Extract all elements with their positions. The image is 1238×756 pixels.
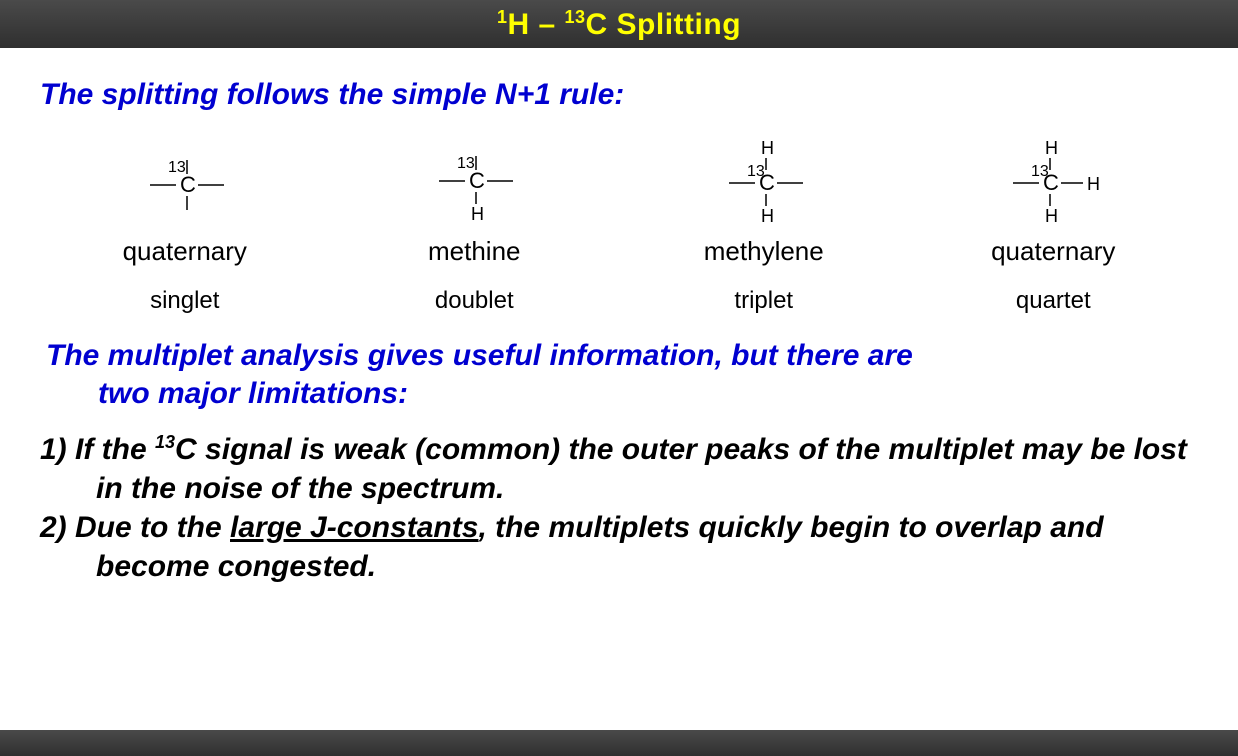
structures-row: 13 C quaternary singlet 13 C bbox=[40, 140, 1198, 315]
multiplet-triplet: triplet bbox=[619, 287, 909, 315]
label-h-bottom: H bbox=[471, 204, 484, 224]
structure-methine: 13 C H methine doublet bbox=[330, 140, 620, 315]
label-c: C bbox=[180, 172, 196, 197]
diagram-methyl: H 13 C H H bbox=[909, 140, 1199, 230]
multiplet-quartet: quartet bbox=[909, 287, 1199, 315]
label-h-bottom: H bbox=[1045, 206, 1058, 226]
title-sup-2: 13 bbox=[565, 7, 586, 27]
limit1-a: 1) If the bbox=[40, 433, 155, 466]
title-part-2: C Splitting bbox=[586, 8, 741, 41]
lead-text: The splitting follows the simple N+1 rul… bbox=[40, 78, 1198, 112]
name-methylene: methylene bbox=[619, 236, 909, 267]
content-area: The splitting follows the simple N+1 rul… bbox=[0, 48, 1238, 596]
para2-line2: two major limitations: bbox=[46, 375, 1198, 413]
label-c: C bbox=[1043, 170, 1059, 195]
structure-methyl: H 13 C H H quaternary quartet bbox=[909, 140, 1199, 315]
name-quaternary-2: quaternary bbox=[909, 236, 1199, 267]
label-h-top: H bbox=[1045, 140, 1058, 158]
label-c: C bbox=[469, 168, 485, 193]
footer-bar bbox=[0, 730, 1238, 756]
para2-line1: The multiplet analysis gives useful info… bbox=[46, 339, 913, 372]
label-c: C bbox=[759, 170, 775, 195]
limitations-list: 1) If the 13C signal is weak (common) th… bbox=[40, 430, 1198, 586]
structure-methylene: H 13 C H methylene triplet bbox=[619, 140, 909, 315]
title-part-1: H – bbox=[507, 8, 564, 41]
limit2-a: 2) Due to the bbox=[40, 511, 230, 544]
diagram-quaternary: 13 C bbox=[40, 140, 330, 230]
limit1-b: C signal is weak (common) the outer peak… bbox=[96, 433, 1187, 505]
title-sup-1: 1 bbox=[497, 7, 508, 27]
slide: 1H – 13C Splitting The splitting follows… bbox=[0, 0, 1238, 756]
title-bar: 1H – 13C Splitting bbox=[0, 0, 1238, 48]
label-h-bottom: H bbox=[761, 206, 774, 226]
limitation-2: 2) Due to the large J-constants, the mul… bbox=[40, 508, 1198, 586]
limit1-sup: 13 bbox=[155, 432, 175, 452]
structure-quaternary: 13 C quaternary singlet bbox=[40, 140, 330, 315]
diagram-methylene: H 13 C H bbox=[619, 140, 909, 230]
limit2-u: large J-constants bbox=[230, 511, 478, 544]
diagram-methine: 13 C H bbox=[330, 140, 620, 230]
limitation-1: 1) If the 13C signal is weak (common) th… bbox=[40, 430, 1198, 508]
name-quaternary: quaternary bbox=[40, 236, 330, 267]
name-methine: methine bbox=[330, 236, 620, 267]
label-h-right: H bbox=[1087, 174, 1100, 194]
label-h-top: H bbox=[761, 140, 774, 158]
multiplet-singlet: singlet bbox=[40, 287, 330, 315]
multiplet-doublet: doublet bbox=[330, 287, 620, 315]
paragraph-limitations: The multiplet analysis gives useful info… bbox=[40, 337, 1198, 412]
slide-title: 1H – 13C Splitting bbox=[497, 7, 741, 42]
